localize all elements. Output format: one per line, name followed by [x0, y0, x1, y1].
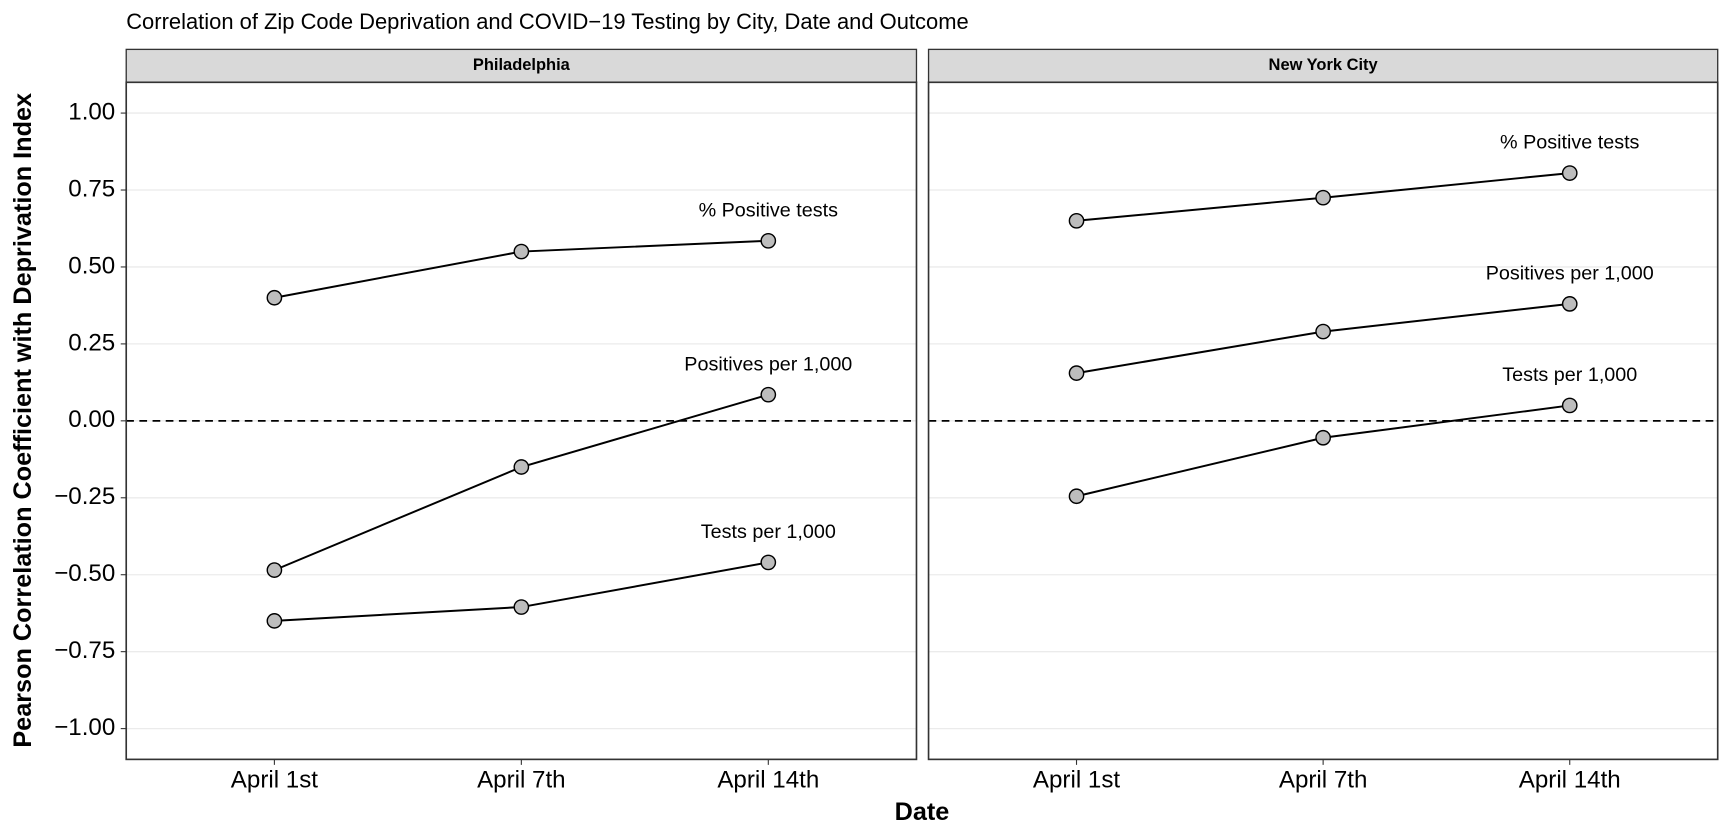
point	[513, 599, 530, 615]
y-tick-label: −0.75	[54, 637, 115, 664]
x-axis-title: Date	[895, 798, 950, 826]
line	[1076, 404, 1570, 498]
series-label: % Positive tests	[699, 199, 839, 221]
panel-border	[125, 81, 918, 761]
point	[1561, 397, 1578, 414]
y-tick-label: −0.25	[54, 483, 115, 510]
panel-border	[927, 81, 1719, 761]
y-tick-label: −0.50	[54, 560, 115, 587]
series-label: % Positive tests	[1500, 132, 1640, 154]
chart-title: Correlation of Zip Code Deprivation and …	[126, 9, 968, 34]
point	[1068, 212, 1085, 229]
strip	[927, 48, 1719, 83]
strip-title: New York City	[1269, 56, 1379, 74]
x-tick-label: April 1st	[1033, 767, 1120, 794]
point	[1315, 323, 1331, 340]
point	[1068, 488, 1085, 505]
point	[1561, 296, 1578, 312]
point	[513, 243, 530, 260]
point	[1561, 165, 1578, 181]
y-tick-label: 0.00	[68, 406, 115, 433]
point	[760, 232, 777, 249]
point	[266, 613, 283, 629]
y-axis-title: Pearson Correlation Coefficient with Dep…	[9, 93, 37, 748]
x-tick-label: April 1st	[231, 767, 318, 794]
point	[266, 289, 283, 306]
strip	[125, 48, 918, 83]
point	[760, 554, 777, 571]
point	[760, 386, 777, 403]
y-tick-label: 1.00	[68, 98, 115, 125]
y-tick-label: 0.50	[68, 252, 115, 279]
strip-title: Philadelphia	[473, 56, 571, 74]
x-tick-label: April 7th	[477, 767, 566, 794]
series-label: Tests per 1,000	[701, 521, 836, 543]
y-tick-label: −1.00	[54, 714, 115, 741]
point	[266, 562, 283, 578]
point	[513, 459, 530, 475]
point	[1315, 189, 1331, 206]
x-tick-label: April 14th	[1519, 767, 1621, 794]
x-tick-label: April 14th	[717, 767, 819, 794]
y-tick-label: 0.25	[68, 329, 115, 356]
point	[1315, 429, 1331, 446]
series-label: Tests per 1,000	[1502, 364, 1637, 386]
y-tick-label: 0.75	[68, 175, 115, 202]
point	[1068, 365, 1085, 381]
series-label: Positives per 1,000	[1486, 262, 1654, 284]
series-label: Positives per 1,000	[684, 353, 852, 375]
x-tick-label: April 7th	[1279, 767, 1368, 794]
